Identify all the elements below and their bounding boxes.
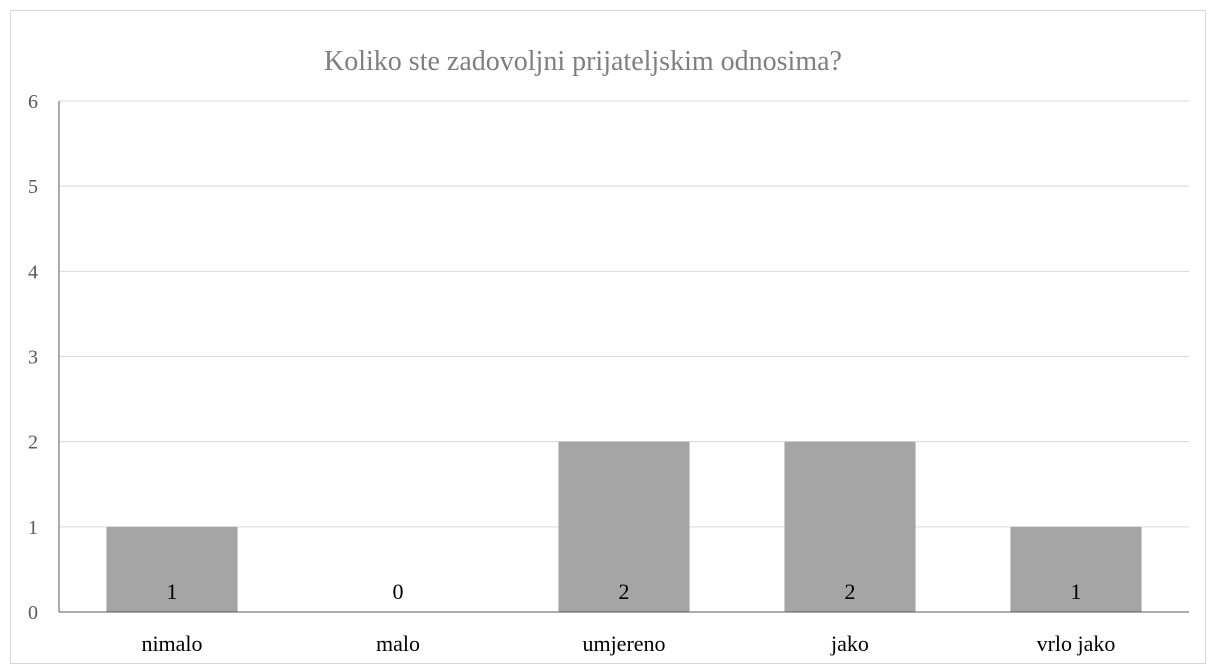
y-tick-label: 1 [28, 517, 38, 539]
data-label: 1 [1071, 579, 1082, 604]
chart-title: Koliko ste zadovoljni prijateljskim odno… [324, 46, 842, 77]
x-category-label: umjereno [582, 631, 665, 656]
y-tick-label: 3 [28, 347, 38, 369]
data-label: 2 [619, 579, 630, 604]
data-label: 2 [845, 579, 856, 604]
bar-jako [784, 441, 916, 612]
y-tick-label: 5 [28, 176, 38, 198]
data-label: 0 [393, 579, 404, 604]
y-axis-ticks: 0 1 2 3 4 5 6 [28, 91, 38, 624]
data-labels: 1 0 2 2 1 [167, 579, 1082, 604]
y-tick-label: 0 [28, 602, 38, 624]
gridlines [59, 100, 1189, 528]
bars [106, 441, 1142, 612]
x-category-label: malo [376, 631, 420, 656]
bar-umjereno [558, 441, 690, 612]
data-label: 1 [167, 579, 178, 604]
y-tick-label: 6 [28, 91, 38, 113]
y-tick-label: 2 [28, 432, 38, 454]
bar-nimalo [106, 526, 238, 612]
y-tick-label: 4 [28, 261, 38, 283]
x-axis-categories: nimalo malo umjereno jako vrlo jako [141, 631, 1115, 656]
x-category-label: nimalo [141, 631, 202, 656]
axes [58, 101, 1189, 613]
bar-vrlo-jako [1010, 526, 1142, 612]
x-category-label: jako [830, 631, 869, 656]
x-category-label: vrlo jako [1037, 631, 1116, 656]
